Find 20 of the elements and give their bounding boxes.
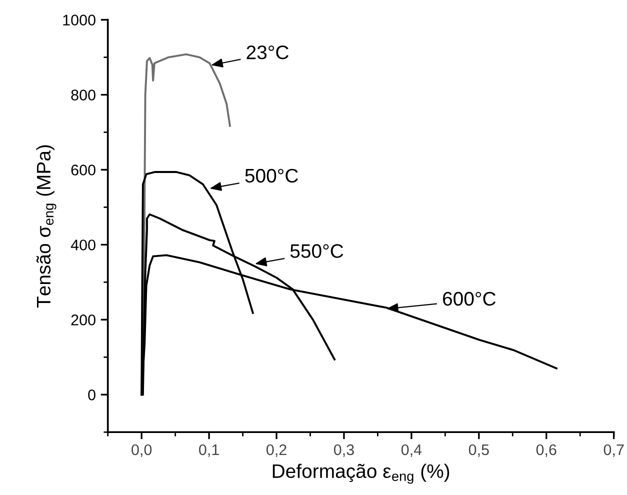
y-tick-label: 800 [71, 90, 96, 100]
annotation: 600°C [443, 292, 496, 306]
x-tick-label: 0,6 [536, 444, 556, 457]
x-tick-label: 0,1 [199, 444, 219, 457]
annotation: 23°C [246, 45, 288, 60]
annotation: 500°C [245, 168, 298, 183]
y-tick-label: 600 [71, 164, 96, 176]
y-axis-title: Tensão σ$_{eng}$ (MPa) [36, 145, 56, 308]
annotation: 550°C [290, 244, 344, 258]
x-tick-label: 0,4 [401, 444, 422, 457]
x-tick-label: 0,2 [266, 444, 286, 457]
x-tick-label: 0,5 [468, 444, 489, 457]
x-tick-label: 0,7 [604, 444, 624, 457]
x-axis-title: Deformação ε$_{eng}$ (%) [272, 464, 450, 484]
y-tick-label: 200 [71, 314, 96, 326]
y-tick-label: 1000 [63, 14, 96, 26]
x-tick-label: 0,3 [334, 444, 354, 457]
y-tick-label: 0 [88, 390, 96, 400]
y-tick-label: 400 [70, 240, 96, 250]
x-tick-label: 0,0 [132, 444, 152, 457]
